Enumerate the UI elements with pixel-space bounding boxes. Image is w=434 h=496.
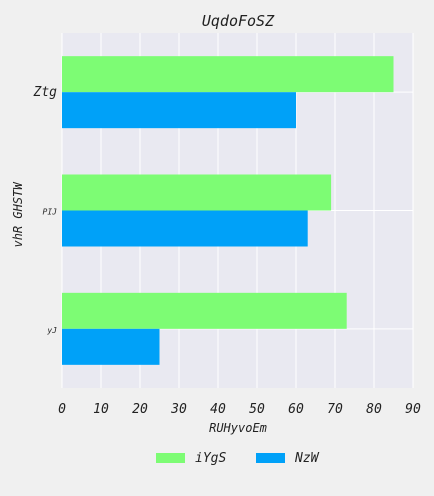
y-tick-label: Ztg <box>33 85 58 100</box>
y-axis-label: vhR GHSTW <box>11 181 25 248</box>
bar-iYgS-yJ <box>62 292 347 329</box>
x-tick-label: 30 <box>170 402 187 417</box>
y-tick-label: PIJ <box>43 208 58 217</box>
legend: iYgS NzW <box>156 451 320 466</box>
x-axis-label: RUHyvoEm <box>209 421 267 435</box>
bar-NzW-PIJ <box>62 210 308 247</box>
bar-NzW-yJ <box>62 328 160 365</box>
x-tick-label: 40 <box>210 402 226 417</box>
x-tick-label: 50 <box>249 402 265 417</box>
x-tick-label: 70 <box>327 402 343 417</box>
legend-swatch <box>256 453 285 463</box>
chart-title: UqdoFoSZ <box>202 12 275 30</box>
bar-NzW-Ztg <box>62 92 296 129</box>
x-tick-label: 10 <box>93 402 109 417</box>
x-tick-label: 0 <box>58 402 66 417</box>
x-tick-label: 90 <box>405 402 421 417</box>
x-tick-label: 20 <box>132 402 148 417</box>
bars <box>62 56 394 365</box>
bar-iYgS-Ztg <box>62 56 394 93</box>
x-axis-ticks: 0 10 20 30 40 50 60 70 80 90 <box>58 402 421 417</box>
x-tick-label: 60 <box>288 402 304 417</box>
legend-swatch <box>156 453 185 463</box>
legend-label: iYgS <box>195 451 226 466</box>
y-tick-label: yJ <box>46 326 57 335</box>
x-tick-label: 80 <box>366 402 382 417</box>
y-axis-ticks: Ztg PIJ yJ <box>33 85 58 335</box>
bar-iYgS-PIJ <box>62 174 332 211</box>
legend-label: NzW <box>294 451 320 466</box>
